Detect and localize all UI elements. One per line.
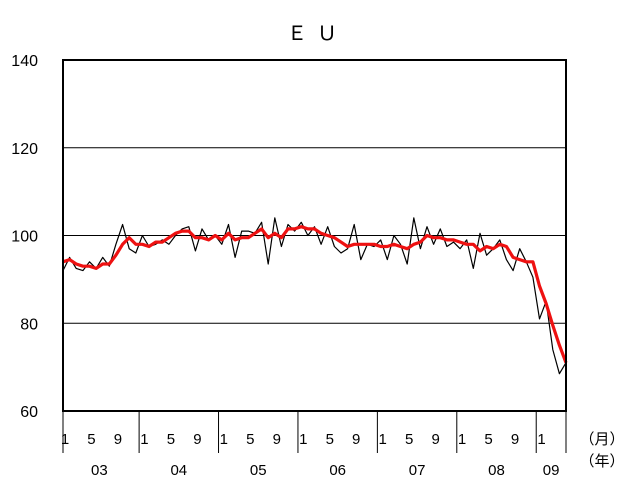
x-month-label: 5 [484,431,492,448]
x-month-label: 9 [114,431,122,448]
x-month-label: 9 [273,431,281,448]
x-month-label: 1 [299,431,307,448]
gridlines [63,147,566,324]
x-month-label: 1 [61,431,69,448]
x-month-label: 9 [431,431,439,448]
x-year-label: 07 [409,462,426,479]
x-month-label: 1 [220,431,228,448]
x-year-label: 04 [170,462,187,479]
x-month-label: 5 [326,431,334,448]
x-month-label: 5 [405,431,413,448]
x-month-label: 1 [458,431,466,448]
x-month-label: 1 [140,431,148,448]
x-year-label: 05 [250,462,267,479]
trend-series-line [62,225,568,364]
y-tick-label: 60 [20,404,38,421]
x-month-label: 9 [193,431,201,448]
year-unit-label: （年） [579,453,624,470]
y-tick-label: 120 [11,141,38,158]
x-month-label: 9 [352,431,360,448]
month-unit-label: （月） [579,431,624,448]
chart-title: ＥＵ [287,23,347,45]
y-tick-label: 80 [20,316,38,333]
monthly-series-line [62,217,567,375]
plot-frame [62,59,567,412]
series-lines [62,217,568,375]
x-month-label: 1 [379,431,387,448]
x-year-label: 03 [91,462,108,479]
y-tick-label: 140 [11,53,38,70]
y-axis-ticks: 60 80 100 120 140 [11,53,38,421]
x-year-label: 08 [488,462,505,479]
x-month-label: 9 [511,431,519,448]
x-month-label: 5 [87,431,95,448]
x-year-label: 09 [543,462,560,479]
x-year-label: 06 [329,462,346,479]
x-month-label: 5 [167,431,175,448]
x-month-label: 5 [246,431,254,448]
x-month-label: 1 [537,431,545,448]
y-tick-label: 100 [11,229,38,246]
